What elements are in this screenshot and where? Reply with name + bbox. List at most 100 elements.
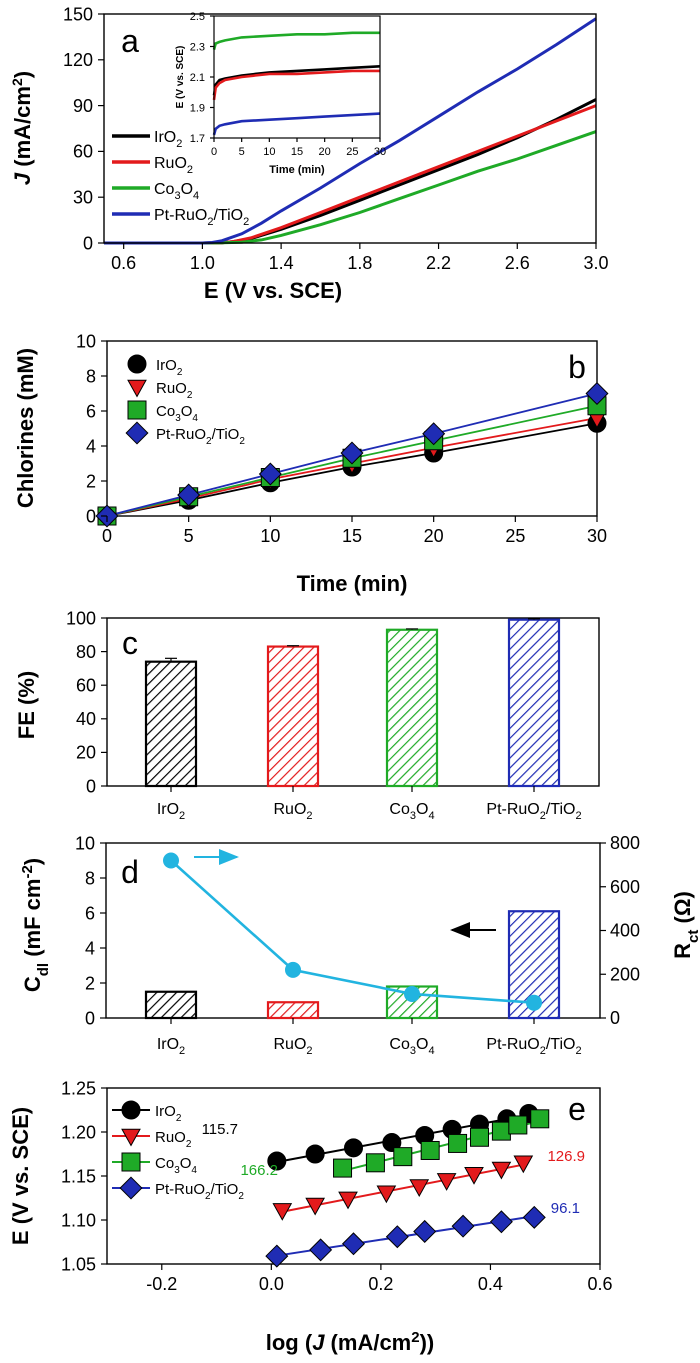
panel-letter: d	[121, 854, 139, 890]
y-tick-label: 40	[76, 709, 96, 729]
x-tick-label: 1.0	[190, 253, 215, 273]
panel-e: 115.7 126.9 166.2 96.1 -0.2 0.0 0.2 0.4 0.6 1.05 1…	[8, 1078, 613, 1355]
panel-c: IrO2 RuO2 Co3O4 Pt-RuO2/TiO2 0 20 40 60 80 100 FE …	[14, 608, 600, 822]
data-point-ruo2	[409, 1179, 430, 1198]
y-tick-label: 2	[85, 973, 95, 993]
y-tick-label: 8	[85, 868, 95, 888]
x-tick-label: 2.6	[505, 253, 530, 273]
data-point-ruo2	[376, 1185, 397, 1204]
data-point-pt-ruo2-tio2	[341, 1232, 366, 1256]
slope-label-ruo2: 126.9	[547, 1148, 585, 1165]
series-line-pt-ruo2-tio2	[104, 17, 597, 245]
inset-y-axis-label: E (V vs. SCE)	[175, 46, 186, 109]
legend-label-iro2: IrO2	[154, 129, 182, 150]
x-tick-label: 0.6	[587, 1274, 612, 1294]
x-tick-label: 15	[291, 146, 303, 158]
bar-co3o4	[385, 628, 439, 788]
data-point-co3o4	[420, 1140, 440, 1160]
legend-label-iro2: IrO2	[156, 357, 183, 378]
rct-point	[163, 852, 179, 869]
legend-label-ruo2: RuO2	[156, 380, 193, 401]
data-point-pt-ruo2-tio2	[585, 381, 609, 406]
bar-iro2	[144, 990, 198, 1020]
x-tick-label: 0.4	[478, 1274, 503, 1294]
data-point-iro2	[267, 1151, 287, 1171]
category-label-iro2: IrO2	[157, 801, 185, 822]
x-tick-label: 0.6	[111, 253, 136, 273]
inset-line-co3o4	[212, 31, 380, 50]
x-tick-label: 15	[342, 526, 362, 546]
y-tick-label: 2.3	[190, 41, 205, 53]
rct-point	[404, 985, 420, 1002]
y2-tick-label: 800	[610, 833, 640, 853]
panel-letter: e	[568, 1091, 586, 1127]
x-axis-label: E (V vs. SCE)	[204, 278, 342, 303]
y-tick-label: 1.7	[190, 133, 205, 145]
y-tick-label: 2.5	[190, 11, 205, 23]
y-tick-label: 120	[63, 50, 93, 70]
inset-line-pt-ruo2-tio2	[212, 112, 381, 136]
data-point-pt-ruo2-tio2	[177, 483, 201, 507]
category-label-ruo2: RuO2	[273, 801, 312, 822]
category-label-pt-ruo2-tio2: Pt-RuO2/TiO2	[486, 1036, 581, 1057]
y-tick-label: 100	[66, 608, 96, 628]
x-axis-label: Time (min)	[297, 571, 408, 596]
data-point-pt-ruo2-tio2	[258, 462, 282, 486]
plot-frame	[103, 13, 597, 244]
legend-label-ruo2: RuO2	[155, 1129, 192, 1150]
x-tick-label: 3.0	[583, 253, 608, 273]
data-point-ruo2	[305, 1197, 326, 1216]
data-point-pt-ruo2-tio2	[385, 1225, 409, 1249]
x-axis-label: log (J (mA/cm2))	[266, 1329, 434, 1355]
y-tick-label: 6	[85, 903, 95, 923]
y-tick-label: 2	[86, 471, 96, 491]
panel-b: 0 5 10 15 20 25 30 0 2 4 6 8 10 Time (min) Chlorines (…	[13, 331, 609, 596]
series-line-ruo2	[106, 417, 598, 517]
bar-pt-ruo2-tio2	[507, 618, 561, 788]
panel-d: IrO2 RuO2 Co3O4 Pt-RuO2/TiO2 0 2 4 6 8 10 0 200 400 6…	[19, 833, 700, 1057]
data-point-iro2	[344, 1138, 363, 1158]
y-tick-label: 60	[76, 676, 96, 696]
data-point-co3o4	[393, 1147, 413, 1167]
x-tick-label: 20	[424, 526, 444, 546]
y-tick-label: 2.1	[190, 72, 205, 84]
data-point-co3o4	[491, 1121, 511, 1141]
category-label-co3o4: Co3O4	[389, 1036, 434, 1057]
y-tick-label: 0	[83, 233, 93, 253]
panel-letter: a	[121, 23, 139, 59]
data-point-co3o4	[530, 1109, 550, 1129]
legend-marker-iro2	[121, 1100, 141, 1120]
rct-point	[285, 961, 301, 978]
y-tick-label: 10	[76, 331, 96, 351]
y-axis-label: Cdl (mF cm-2)	[19, 858, 52, 992]
category-label-ruo2: RuO2	[273, 1036, 312, 1057]
x-tick-label: 30	[374, 146, 386, 158]
data-point-ruo2	[513, 1155, 534, 1174]
y-axis-label: J (mA/cm2)	[9, 71, 35, 185]
data-point-pt-ruo2-tio2	[422, 422, 446, 446]
y-tick-label: 4	[85, 938, 95, 958]
x-tick-label: 30	[587, 526, 607, 546]
y2-tick-label: 600	[610, 877, 640, 897]
y2-tick-label: 0	[610, 1008, 620, 1028]
data-point-co3o4	[448, 1133, 468, 1153]
legend-marker-co3o4	[121, 1152, 141, 1172]
inset-line-ruo2	[212, 69, 380, 101]
legend-marker-pt-ruo2-tio2	[119, 1176, 143, 1200]
y-axis-label: FE (%)	[14, 671, 39, 739]
legend-marker-iro2	[127, 354, 147, 374]
bar-ruo2	[266, 645, 320, 788]
data-point-co3o4	[469, 1127, 489, 1147]
x-tick-label: 25	[505, 526, 525, 546]
x-tick-label: 1.8	[347, 253, 372, 273]
x-tick-label: -0.2	[146, 1274, 177, 1294]
fit-line-ruo2	[282, 1163, 524, 1213]
data-point-ruo2	[272, 1203, 293, 1221]
slope-label-iro2: 115.7	[202, 1121, 238, 1138]
legend-label-pt-ruo2-tio2: Pt-RuO2/TiO2	[155, 1181, 244, 1202]
y-tick-label: 6	[86, 401, 96, 421]
y-tick-label: 0	[85, 1008, 95, 1028]
y-tick-label: 150	[63, 4, 93, 24]
y-tick-label: 4	[86, 436, 96, 456]
